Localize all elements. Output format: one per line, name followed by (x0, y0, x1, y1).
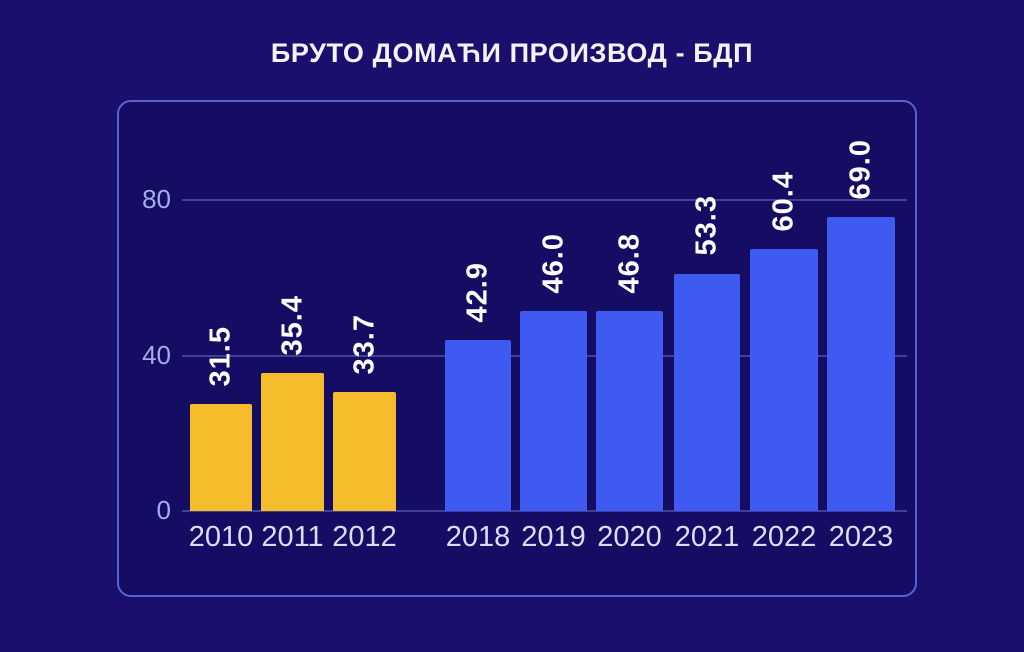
y-tick-label-0: 0 (156, 495, 171, 525)
x-tick-label-2011: 2011 (261, 521, 324, 553)
x-tick-label-2021: 2021 (674, 521, 740, 553)
bar-value-label-2022: 60.4 (767, 170, 800, 231)
bar-2022 (750, 248, 818, 511)
y-tick-label-80: 80 (142, 184, 171, 214)
x-tick-label-2022: 2022 (751, 521, 817, 553)
gridline-y-0 (182, 510, 907, 512)
bar-value-label-2019: 46.0 (537, 232, 569, 294)
bar-value-label-2012: 33.7 (348, 313, 380, 375)
bar-value-label-2011: 35.4 (276, 294, 308, 355)
bar-2018 (445, 339, 511, 511)
bar-value-label-2021: 53.3 (690, 195, 723, 256)
x-tick-label-2010: 2010 (188, 521, 254, 553)
chart-title: БРУТО ДОМАЋИ ПРОИЗВОД - БДП (270, 38, 754, 68)
x-tick-label-2019: 2019 (521, 521, 586, 553)
bar-value-label-2023: 69.0 (844, 138, 877, 200)
bar-2023 (827, 217, 895, 511)
y-tick-label-40: 40 (142, 339, 171, 370)
bar-2021 (674, 273, 740, 511)
bar-value-label-2020: 46.8 (613, 232, 645, 294)
bar-2010 (190, 404, 252, 511)
x-tick-label-2012: 2012 (332, 521, 397, 553)
chart-panel: 0 40 80 31.5 2010 35.4 2011 33.7 2012 42.9 2018 46.… (117, 100, 917, 597)
x-tick-label-2023: 2023 (828, 521, 894, 553)
bar-value-label-2018: 42.9 (461, 261, 494, 322)
bar-2012 (333, 392, 396, 511)
x-tick-label-2018: 2018 (445, 521, 511, 553)
x-tick-label-2020: 2020 (597, 521, 662, 553)
bar-value-label-2010: 31.5 (204, 325, 237, 387)
gridline-y-80 (182, 199, 907, 201)
bar-2019 (520, 311, 587, 511)
bar-2011 (261, 372, 324, 511)
bar-2020 (596, 311, 663, 511)
